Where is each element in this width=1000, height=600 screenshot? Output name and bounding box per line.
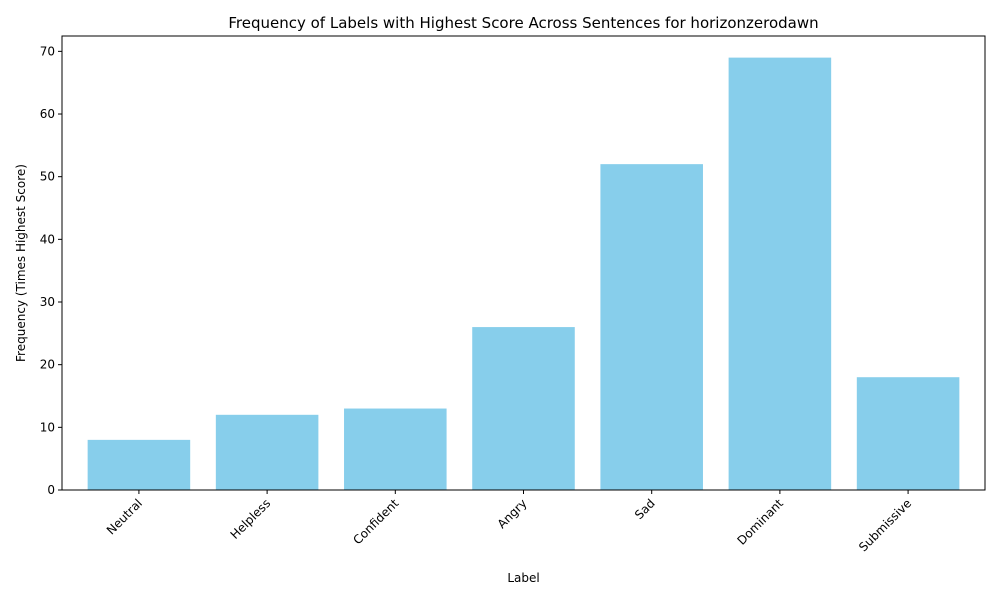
y-tick-label: 0 (47, 483, 55, 497)
bar-neutral (87, 439, 191, 490)
bar-angry (472, 327, 575, 490)
plot-frame (61, 35, 986, 491)
bars-group (87, 57, 960, 490)
x-tick-label: Helpless (228, 496, 274, 542)
bar-dominant (728, 57, 832, 490)
y-tick-label: 60 (40, 107, 55, 121)
bar-confident (344, 408, 447, 490)
x-axis-label: Label (507, 571, 539, 585)
y-tick-label: 30 (40, 295, 55, 309)
x-tick-label: Dominant (734, 496, 786, 548)
x-tick-label: Angry (495, 496, 530, 531)
bar-submissive (856, 377, 960, 490)
x-axis: Neutral Helpless Confident Angry Sad Dominant… (104, 490, 914, 554)
y-tick-label: 20 (40, 358, 55, 372)
y-tick-label: 40 (40, 232, 55, 246)
y-tick-label: 70 (40, 44, 55, 58)
chart-title: Frequency of Labels with Highest Score A… (228, 14, 818, 32)
x-tick-label: Submissive (856, 496, 914, 554)
y-axis-label: Frequency (Times Highest Score) (14, 164, 28, 362)
x-tick-label: Neutral (104, 496, 145, 537)
y-tick-label: 50 (40, 170, 55, 184)
x-tick-label: Confident (350, 496, 401, 547)
x-tick-label: Sad (632, 496, 658, 522)
bar-sad (600, 164, 703, 490)
bar-helpless (215, 414, 319, 490)
y-axis: 0 10 20 30 40 50 60 70 (40, 44, 62, 497)
y-tick-label: 10 (40, 420, 55, 434)
